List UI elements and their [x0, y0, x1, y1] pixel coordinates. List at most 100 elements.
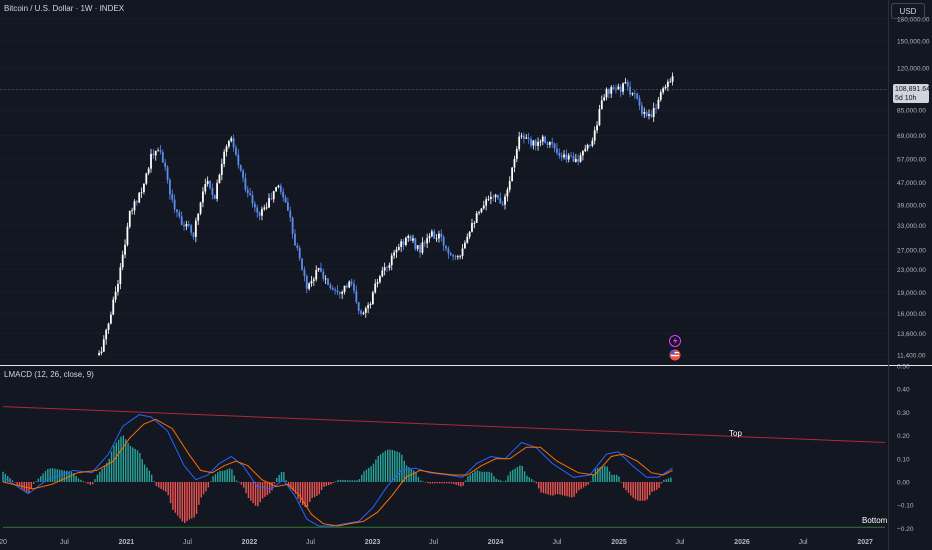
- candle-body: [336, 290, 339, 293]
- candle-body: [409, 235, 412, 241]
- macd-axis[interactable]: 0.50 0.40 0.30 0.20 0.10 0.00 −0.10 −0.20: [897, 364, 914, 533]
- histogram-bar: [644, 481, 646, 501]
- price-tick-label: 47,000.00: [897, 180, 926, 187]
- candle-body: [268, 198, 270, 208]
- candle-body: [185, 224, 188, 227]
- histogram-bar: [578, 481, 580, 491]
- top-label[interactable]: Top: [729, 429, 742, 438]
- histogram-bar: [526, 475, 528, 482]
- candle-body: [508, 181, 511, 190]
- candle-body: [626, 82, 629, 87]
- candle-body: [485, 199, 488, 206]
- histogram-bar: [342, 479, 344, 482]
- histogram-bar: [167, 481, 169, 496]
- price-tick-label: 69,000.00: [897, 133, 926, 140]
- time-tick-label: 2027: [857, 539, 873, 546]
- histogram-bar: [224, 470, 226, 482]
- histogram-bar: [136, 450, 139, 482]
- histogram-bar: [61, 470, 63, 482]
- histogram-bar: [268, 481, 271, 494]
- candle-body: [395, 249, 398, 253]
- candle-body: [544, 136, 547, 143]
- histogram-bar: [457, 481, 460, 486]
- candle-body: [138, 192, 141, 203]
- histogram-bar: [207, 481, 210, 488]
- candle-body: [291, 217, 294, 234]
- histogram-bar: [573, 481, 575, 497]
- candle-body: [194, 220, 197, 237]
- candle-body: [308, 283, 311, 289]
- trend-lines[interactable]: [2, 406, 886, 528]
- candle-body: [357, 302, 360, 311]
- candle-body: [584, 148, 587, 152]
- histogram-bar: [316, 481, 318, 496]
- histogram-bar: [431, 481, 434, 484]
- histogram-bar: [613, 474, 615, 482]
- price-axis[interactable]: 180,000.00 150,000.00 120,000.00 85,000.00 6…: [897, 16, 930, 359]
- histogram-bar: [396, 451, 398, 482]
- histogram-bar: [568, 481, 571, 497]
- histogram-bar: [585, 481, 587, 486]
- histogram-bar: [221, 470, 224, 482]
- candle-body: [232, 138, 235, 148]
- candle-body: [501, 203, 504, 205]
- lightning-icon[interactable]: [669, 335, 681, 347]
- time-tick-label: 2024: [488, 539, 504, 546]
- time-tick-label: 2021: [119, 539, 135, 546]
- candle-body: [133, 201, 136, 211]
- candle-body: [489, 196, 492, 199]
- histogram-bar: [143, 464, 146, 482]
- candle-body: [371, 292, 374, 305]
- candle-body: [213, 194, 216, 199]
- time-axis[interactable]: 20 Jul 2021 Jul 2022 Jul 2023 Jul 2024 Jul 2025 Jul…: [0, 539, 873, 546]
- histogram-bar: [519, 465, 521, 482]
- candle-body: [327, 278, 329, 285]
- histogram-bar: [181, 481, 184, 522]
- histogram-bar: [377, 455, 379, 482]
- histogram-bar: [141, 459, 143, 482]
- candle-body: [435, 238, 438, 240]
- candle-body: [459, 255, 462, 257]
- candle-body: [454, 256, 457, 258]
- bottom-label[interactable]: Bottom: [862, 516, 888, 525]
- candle-body: [199, 202, 202, 214]
- histogram-bar: [422, 481, 424, 482]
- histogram-bar: [129, 445, 132, 482]
- time-tick-label: 2025: [611, 539, 627, 546]
- histogram-bar: [427, 481, 429, 484]
- histogram-bar: [641, 481, 644, 501]
- histogram-bar: [106, 462, 108, 482]
- candle-body: [525, 137, 528, 139]
- candle-body: [464, 242, 466, 249]
- histogram-bar: [99, 471, 101, 482]
- histogram-bar: [153, 481, 155, 482]
- histogram-bar: [351, 480, 353, 482]
- histogram-bar: [372, 463, 375, 482]
- indicator-title[interactable]: LMACD (12, 26, close, 9): [4, 370, 94, 379]
- candle-body: [605, 88, 608, 98]
- us-flag-icon[interactable]: [669, 349, 681, 361]
- candle-body: [452, 255, 455, 257]
- histogram-bar: [235, 480, 238, 482]
- candle-body: [265, 207, 268, 209]
- currency-button[interactable]: USD: [891, 3, 925, 19]
- candle-body: [171, 194, 174, 200]
- histogram-bar: [271, 481, 273, 491]
- candle-body: [622, 83, 624, 92]
- histogram-bar: [469, 474, 471, 482]
- histogram-bar: [488, 471, 490, 482]
- histogram-bar: [514, 468, 516, 482]
- candle-body: [402, 241, 405, 246]
- candle-body: [168, 180, 171, 195]
- histogram-bar: [479, 471, 481, 482]
- price-tick-label: 33,000.00: [897, 223, 926, 230]
- price-candles: [98, 72, 674, 357]
- histogram-bar: [611, 474, 613, 482]
- candle-body: [582, 151, 584, 156]
- histogram-bar: [155, 481, 158, 487]
- candle-body: [551, 141, 554, 144]
- histogram-bar: [49, 468, 51, 482]
- histogram-bar: [552, 481, 554, 496]
- time-tick-label: Jul: [676, 539, 685, 546]
